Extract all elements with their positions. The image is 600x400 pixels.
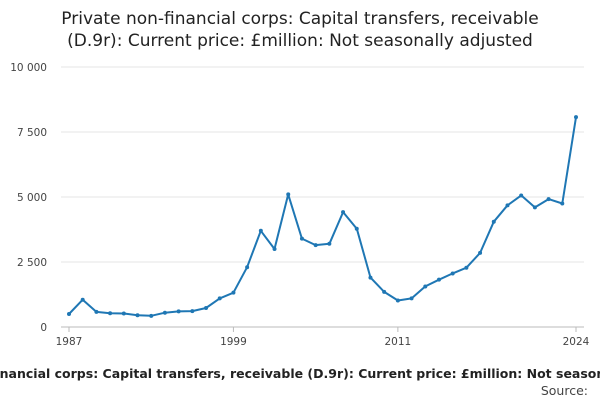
y-tick-label: 7 500 — [17, 127, 47, 139]
data-point — [368, 275, 373, 280]
x-tick-label: 2024 — [563, 336, 590, 348]
y-tick-label: 5 000 — [17, 192, 47, 204]
data-point — [382, 289, 387, 294]
y-tick-label: 10 000 — [10, 62, 47, 74]
data-point — [505, 203, 510, 208]
data-point — [162, 310, 167, 315]
x-tick-label: 2011 — [384, 336, 411, 348]
source-label: Source: — [541, 383, 588, 398]
data-point — [574, 115, 578, 120]
chart-caption: Private non-financial corps: Capital tra… — [0, 366, 600, 381]
data-point — [258, 228, 263, 233]
chart-title-line-1: Private non-financial corps: Capital tra… — [61, 9, 538, 29]
data-point — [546, 197, 551, 202]
data-point — [313, 243, 318, 248]
data-point — [149, 313, 154, 318]
chart-title-line-2: (D.9r): Current price: £million: Not sea… — [67, 31, 533, 51]
data-point — [190, 309, 195, 314]
data-point — [299, 236, 304, 241]
data-point — [80, 297, 85, 302]
data-point — [423, 284, 428, 289]
x-tick-label: 1999 — [220, 336, 247, 348]
y-tick-label: 0 — [40, 322, 47, 334]
data-point — [176, 309, 181, 314]
data-point — [532, 205, 537, 210]
data-point — [121, 311, 126, 316]
data-point — [272, 247, 277, 251]
series-line — [68, 117, 577, 317]
x-axis-ticks: 1987 1999 2011 2024 — [56, 327, 590, 348]
data-point — [217, 296, 222, 301]
data-point — [519, 193, 524, 198]
data-point — [286, 192, 291, 197]
data-point — [478, 250, 483, 255]
y-axis-ticks: 0 2 500 5 000 7 500 10 000 — [10, 62, 47, 334]
data-point — [409, 296, 414, 301]
data-point — [327, 241, 332, 246]
x-tick-label: 1987 — [56, 336, 83, 348]
data-point — [450, 271, 455, 276]
data-point — [354, 226, 359, 231]
grid — [61, 66, 584, 263]
data-point — [464, 265, 469, 270]
data-point — [245, 265, 250, 270]
series-group — [67, 115, 578, 318]
data-point — [491, 219, 496, 224]
data-point — [395, 298, 400, 303]
data-point — [436, 277, 441, 282]
data-point — [108, 311, 113, 316]
data-point — [67, 312, 71, 316]
data-point — [204, 306, 209, 311]
data-point — [231, 290, 236, 295]
y-tick-label: 2 500 — [17, 257, 47, 269]
data-point — [341, 210, 346, 215]
data-point — [94, 309, 99, 314]
data-point — [560, 201, 565, 206]
data-point — [135, 313, 140, 318]
chart-title: Private non-financial corps: Capital tra… — [61, 9, 538, 51]
